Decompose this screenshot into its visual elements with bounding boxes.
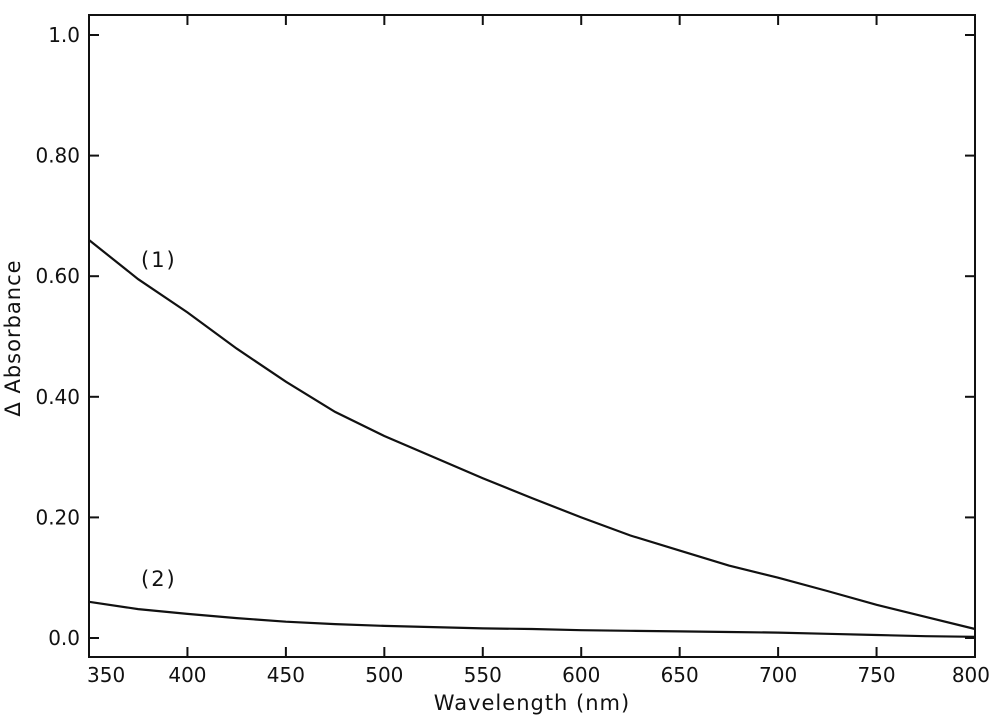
x-tick-label: 750: [857, 663, 895, 687]
y-axis-ticks: 0.0 0.20 0.40 0.60 0.80 1.0: [35, 23, 975, 650]
y-tick-label: 0.40: [35, 385, 80, 409]
series-1-label: (1): [141, 248, 177, 272]
x-tick-label: 700: [759, 663, 797, 687]
series-2-line: [88, 600, 976, 638]
x-tick-label: 800: [952, 663, 990, 687]
y-tick-label: 0.80: [35, 144, 80, 168]
x-axis-title: Wavelength (nm): [434, 691, 630, 715]
x-tick-label: 350: [87, 663, 125, 687]
y-tick-label: 0.0: [48, 626, 80, 650]
x-tick-label: 450: [267, 663, 305, 687]
y-tick-label: 1.0: [48, 23, 80, 47]
x-axis-ticks: 350 400 450 500 550 600 650 700 750 800: [87, 15, 990, 687]
series-2-label: (2): [141, 567, 177, 591]
series-1-line: [88, 239, 976, 631]
y-axis-title: Δ Absorbance: [1, 259, 25, 416]
x-tick-label: 500: [365, 663, 403, 687]
y-tick-label: 0.20: [35, 505, 80, 529]
x-tick-label: 650: [661, 663, 699, 687]
y-tick-label: 0.60: [35, 264, 80, 288]
x-tick-label: 600: [562, 663, 600, 687]
x-tick-label: 400: [168, 663, 206, 687]
plot-frame: [88, 14, 976, 658]
series-layer: (1) (2): [88, 239, 976, 638]
x-tick-label: 550: [464, 663, 502, 687]
